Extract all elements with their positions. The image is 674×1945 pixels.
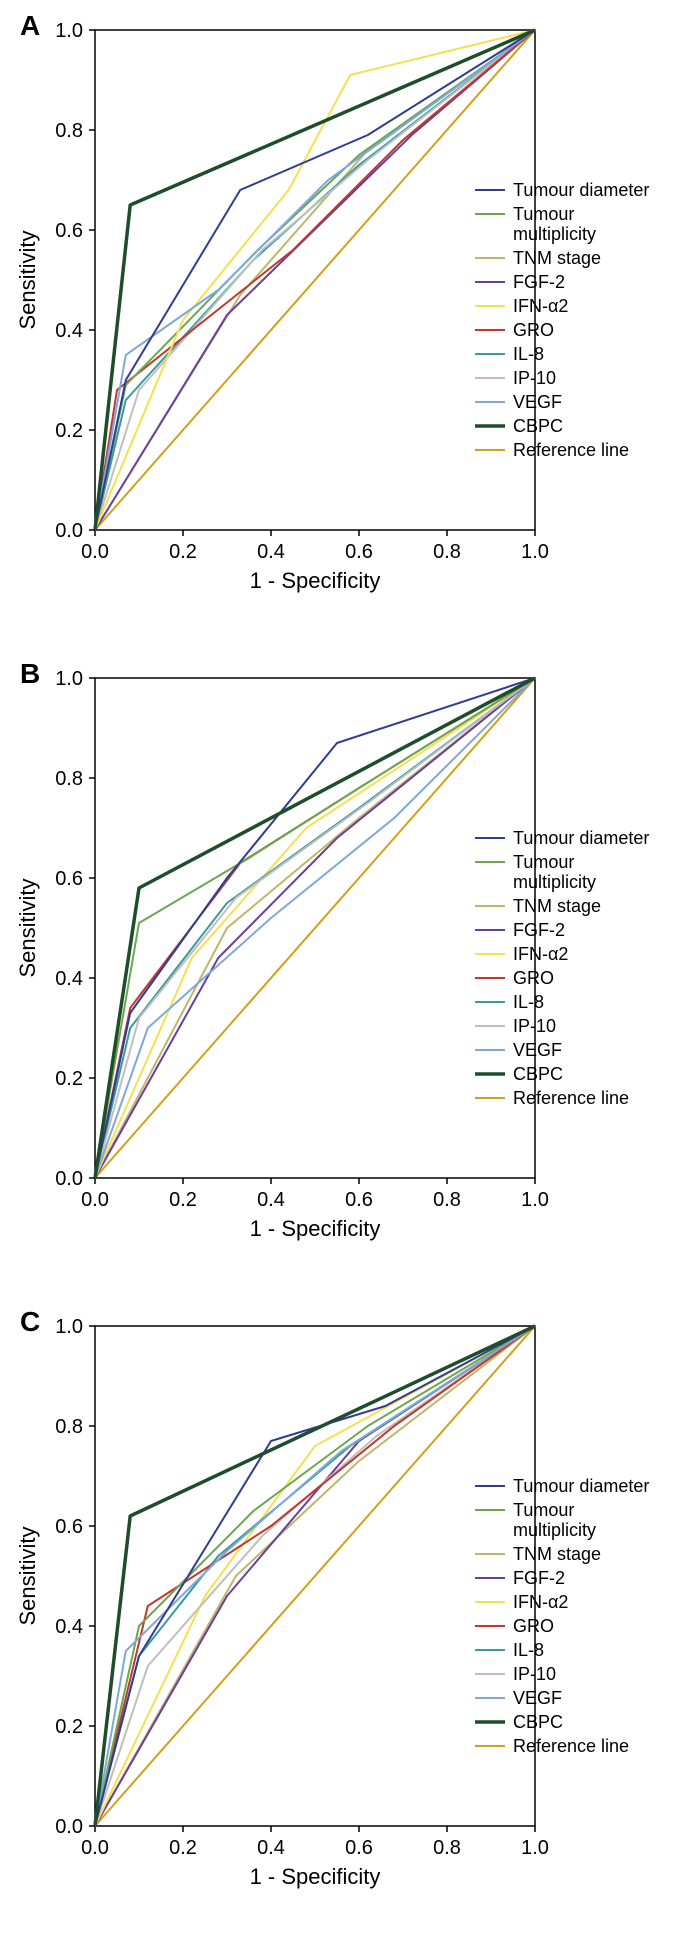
legend-label: Tumour bbox=[513, 852, 574, 872]
y-tick-label: 1.0 bbox=[55, 20, 83, 42]
legend-label: VEGF bbox=[513, 1040, 562, 1060]
y-tick-label: 0.8 bbox=[55, 120, 83, 142]
x-tick-label: 0.6 bbox=[345, 1837, 373, 1859]
legend-label: IFN-α2 bbox=[513, 296, 568, 316]
x-tick-label: 0.8 bbox=[433, 541, 461, 563]
y-axis-label: Sensitivity bbox=[15, 230, 40, 329]
panel-A: 0.0 0.2 0.4 0.6 0.8 1.0 0.0 0.2 0.4 0.6 0.8 1.0 1 - … bbox=[0, 0, 674, 648]
y-tick-label: 0.2 bbox=[55, 1716, 83, 1738]
legend-label: Reference line bbox=[513, 440, 629, 460]
x-tick-label: 0.4 bbox=[257, 1189, 285, 1211]
y-tick-label: 1.0 bbox=[55, 668, 83, 690]
y-tick-label: 0.6 bbox=[55, 868, 83, 890]
y-tick-label: 0.0 bbox=[55, 520, 83, 542]
legend-label: GRO bbox=[513, 968, 554, 988]
legend-label: GRO bbox=[513, 320, 554, 340]
y-tick-label: 0.0 bbox=[55, 1168, 83, 1190]
legend-label: IP-10 bbox=[513, 1016, 556, 1036]
legend-label: IL-8 bbox=[513, 1640, 544, 1660]
legend-label: Reference line bbox=[513, 1088, 629, 1108]
legend-label: CBPC bbox=[513, 416, 563, 436]
x-axis-label: 1 - Specificity bbox=[250, 568, 381, 593]
legend-label: FGF-2 bbox=[513, 272, 565, 292]
y-tick-label: 0.8 bbox=[55, 768, 83, 790]
panel-letter: A bbox=[20, 10, 40, 41]
y-tick-label: 0.2 bbox=[55, 1068, 83, 1090]
y-axis-label: Sensitivity bbox=[15, 878, 40, 977]
legend-label: TNM stage bbox=[513, 1544, 601, 1564]
legend-label: GRO bbox=[513, 1616, 554, 1636]
x-tick-label: 0.2 bbox=[169, 1837, 197, 1859]
legend-label: IP-10 bbox=[513, 1664, 556, 1684]
legend-label: Tumour diameter bbox=[513, 1476, 649, 1496]
y-tick-label: 1.0 bbox=[55, 1316, 83, 1338]
legend-label: IL-8 bbox=[513, 992, 544, 1012]
x-tick-label: 0.4 bbox=[257, 1837, 285, 1859]
y-axis-label: Sensitivity bbox=[15, 1526, 40, 1625]
panel-letter: B bbox=[20, 658, 40, 689]
legend-label: CBPC bbox=[513, 1064, 563, 1084]
panel-letter: C bbox=[20, 1306, 40, 1337]
legend-label: Tumour bbox=[513, 204, 574, 224]
legend-label: CBPC bbox=[513, 1712, 563, 1732]
y-tick-label: 0.6 bbox=[55, 1516, 83, 1538]
y-tick-label: 0.2 bbox=[55, 420, 83, 442]
x-tick-label: 0.4 bbox=[257, 541, 285, 563]
legend-label: TNM stage bbox=[513, 896, 601, 916]
legend-label: multiplicity bbox=[513, 1520, 596, 1540]
y-tick-label: 0.8 bbox=[55, 1416, 83, 1438]
x-tick-label: 1.0 bbox=[521, 1189, 549, 1211]
legend-label: FGF-2 bbox=[513, 1568, 565, 1588]
panel-B: 0.0 0.2 0.4 0.6 0.8 1.0 0.0 0.2 0.4 0.6 0.8 1.0 1 - … bbox=[0, 648, 674, 1296]
legend-label: TNM stage bbox=[513, 248, 601, 268]
legend-label: VEGF bbox=[513, 1688, 562, 1708]
x-tick-label: 0.0 bbox=[81, 1837, 109, 1859]
legend-label: Tumour bbox=[513, 1500, 574, 1520]
legend-label: Reference line bbox=[513, 1736, 629, 1756]
x-tick-label: 0.8 bbox=[433, 1189, 461, 1211]
legend-label: IFN-α2 bbox=[513, 1592, 568, 1612]
legend-label: multiplicity bbox=[513, 872, 596, 892]
x-tick-label: 0.6 bbox=[345, 541, 373, 563]
x-tick-label: 0.6 bbox=[345, 1189, 373, 1211]
y-tick-label: 0.4 bbox=[55, 968, 83, 990]
legend-label: Tumour diameter bbox=[513, 828, 649, 848]
x-axis-label: 1 - Specificity bbox=[250, 1216, 381, 1241]
x-tick-label: 1.0 bbox=[521, 541, 549, 563]
x-tick-label: 0.0 bbox=[81, 541, 109, 563]
y-tick-label: 0.4 bbox=[55, 320, 83, 342]
x-tick-label: 0.0 bbox=[81, 1189, 109, 1211]
legend-label: multiplicity bbox=[513, 224, 596, 244]
x-axis-label: 1 - Specificity bbox=[250, 1864, 381, 1889]
x-tick-label: 0.8 bbox=[433, 1837, 461, 1859]
y-tick-label: 0.0 bbox=[55, 1816, 83, 1838]
legend-label: IL-8 bbox=[513, 344, 544, 364]
y-tick-label: 0.4 bbox=[55, 1616, 83, 1638]
legend-label: Tumour diameter bbox=[513, 180, 649, 200]
x-tick-label: 0.2 bbox=[169, 1189, 197, 1211]
legend-label: IP-10 bbox=[513, 368, 556, 388]
legend-label: VEGF bbox=[513, 392, 562, 412]
x-tick-label: 1.0 bbox=[521, 1837, 549, 1859]
x-tick-label: 0.2 bbox=[169, 541, 197, 563]
legend-label: FGF-2 bbox=[513, 920, 565, 940]
legend-label: IFN-α2 bbox=[513, 944, 568, 964]
y-tick-label: 0.6 bbox=[55, 220, 83, 242]
panel-C: 0.0 0.2 0.4 0.6 0.8 1.0 0.0 0.2 0.4 0.6 0.8 1.0 1 - … bbox=[0, 1296, 674, 1944]
roc-figure: 0.0 0.2 0.4 0.6 0.8 1.0 0.0 0.2 0.4 0.6 0.8 1.0 1 - … bbox=[0, 0, 674, 1944]
